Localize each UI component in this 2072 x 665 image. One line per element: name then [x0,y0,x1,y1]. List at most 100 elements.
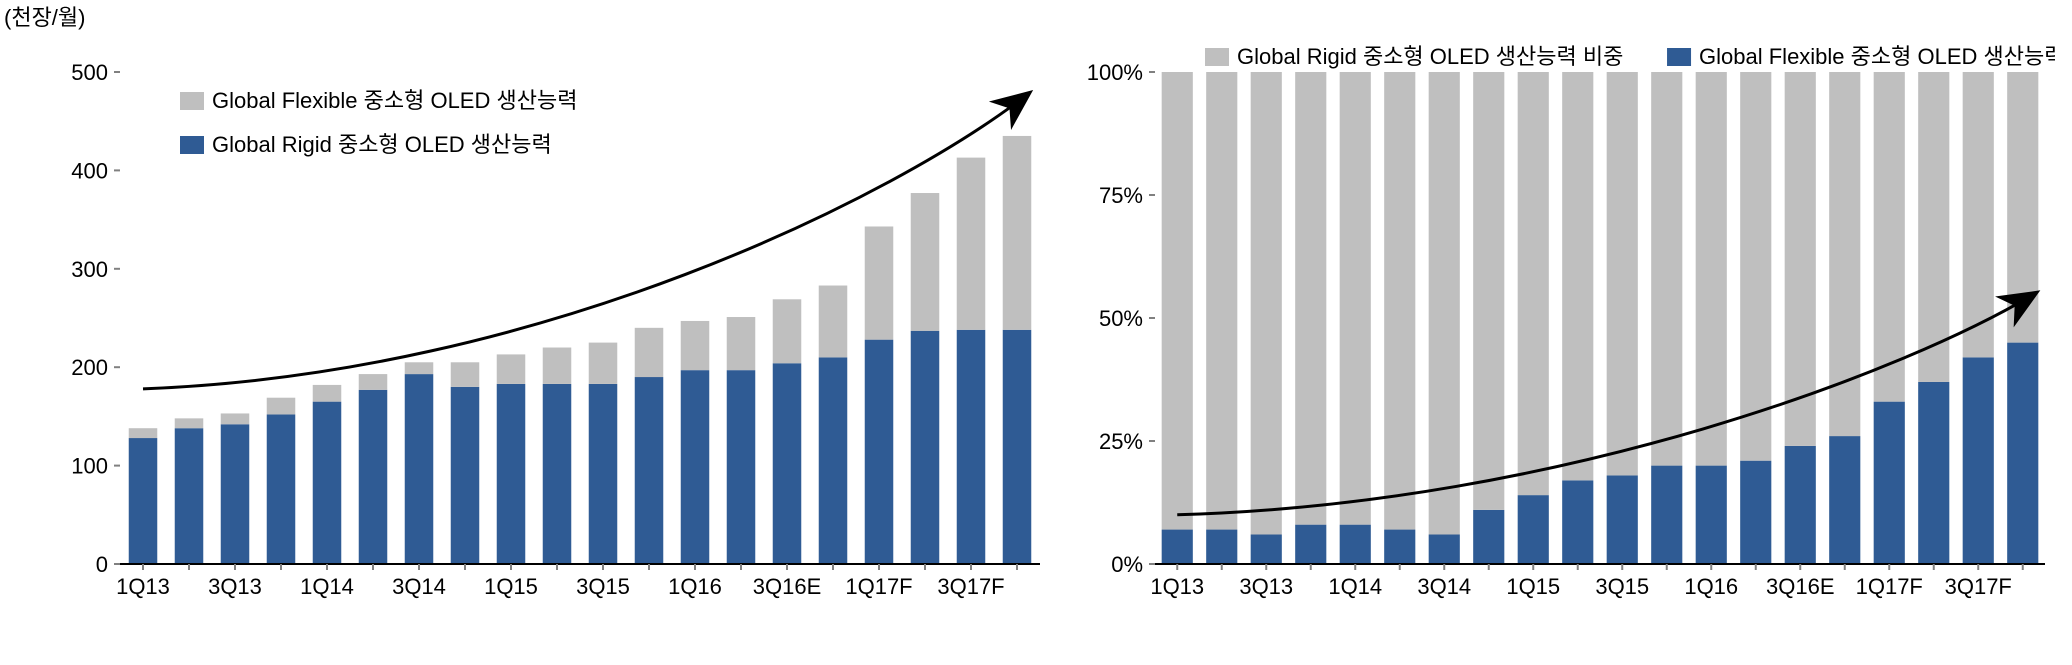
y-tick-label: 0 [96,552,108,577]
bar-segment-top [681,321,710,370]
bar-segment-bottom [1340,525,1371,564]
y-tick-label: 100 [71,454,108,479]
bar-segment-top [865,226,894,339]
legend-label: Global Rigid 중소형 OLED 생산능력 [212,132,552,157]
x-tick-label: 1Q15 [484,574,538,599]
x-tick-label: 1Q17F [1856,574,1923,599]
x-tick-label: 3Q16E [753,574,822,599]
bar-segment-top [1429,72,1460,534]
bar-segment-top [1003,136,1032,330]
bar-segment-bottom [221,424,250,564]
bar-segment-bottom [1162,530,1193,564]
bar-segment-bottom [1003,330,1032,564]
x-tick-label: 3Q17F [937,574,1004,599]
bar-segment-bottom [1384,530,1415,564]
x-tick-label: 3Q13 [1239,574,1293,599]
bar-segment-bottom [1785,446,1816,564]
bar-segment-bottom [1963,357,1994,564]
y-tick-label: 500 [71,60,108,85]
x-tick-label: 3Q13 [208,574,262,599]
bar-segment-top [1206,72,1237,530]
bar-segment-bottom [497,384,526,564]
x-tick-label: 1Q14 [300,574,354,599]
x-tick-label: 1Q16 [1684,574,1738,599]
bar-segment-top [819,286,848,358]
bar-segment-top [911,193,940,331]
x-tick-label: 3Q14 [1417,574,1471,599]
bar-segment-top [1473,72,1504,510]
bar-segment-top [1918,72,1949,382]
x-tick-label: 3Q16E [1766,574,1835,599]
bar-segment-top [1251,72,1282,534]
bar-segment-bottom [819,357,848,564]
bar-segment-top [773,299,802,363]
x-tick-label: 1Q14 [1328,574,1382,599]
y-tick-label: 50% [1099,306,1143,331]
bar-segment-top [1384,72,1415,530]
bar-segment-top [405,362,434,374]
bar-segment-bottom [589,384,618,564]
bar-segment-top [1607,72,1638,475]
bar-segment-bottom [727,370,756,564]
y-tick-label: 75% [1099,183,1143,208]
bar-segment-bottom [1874,402,1905,564]
bar-segment-bottom [1740,461,1771,564]
bar-segment-bottom [1607,475,1638,564]
bar-segment-top [635,328,664,377]
x-tick-label: 1Q15 [1506,574,1560,599]
bar-segment-top [589,343,618,384]
bar-segment-top [129,428,158,438]
bar-segment-bottom [681,370,710,564]
y-tick-label: 25% [1099,429,1143,454]
y-tick-label: 400 [71,158,108,183]
bar-segment-bottom [313,402,342,564]
bar-segment-top [359,374,388,390]
unit-label: (천장/월) [4,0,86,32]
bar-segment-top [1340,72,1371,525]
x-tick-label: 1Q17F [845,574,912,599]
bar-segment-top [451,362,480,387]
bar-segment-bottom [359,390,388,564]
bar-segment-bottom [1251,534,1282,564]
y-tick-label: 100% [1087,60,1143,85]
page-root: (천장/월) 01002003004005001Q133Q131Q143Q141… [0,0,2072,665]
bar-segment-bottom [1651,466,1682,564]
bar-segment-bottom [1206,530,1237,564]
bar-segment-bottom [543,384,572,564]
y-tick-label: 0% [1111,552,1143,577]
bar-segment-bottom [865,340,894,564]
legend-label: Global Rigid 중소형 OLED 생산능력 비중 [1237,44,1623,69]
bar-segment-bottom [635,377,664,564]
bar-segment-top [1740,72,1771,461]
legend-label: Global Flexible 중소형 OLED 생산능력 [212,88,577,113]
bar-segment-bottom [1918,382,1949,564]
bar-segment-top [1651,72,1682,466]
x-tick-label: 3Q14 [392,574,446,599]
bar-segment-top [1295,72,1326,525]
bar-segment-bottom [1696,466,1727,564]
left-chart: 01002003004005001Q133Q131Q143Q141Q153Q15… [60,30,1050,620]
bar-segment-top [497,354,526,384]
x-tick-label: 3Q15 [1595,574,1649,599]
x-tick-label: 3Q15 [576,574,630,599]
bar-segment-top [1562,72,1593,480]
bar-segment-top [1963,72,1994,357]
bar-segment-top [1162,72,1193,530]
x-tick-label: 1Q13 [116,574,170,599]
x-tick-label: 3Q17F [1945,574,2012,599]
bar-segment-top [957,158,986,330]
bar-segment-bottom [1562,480,1593,564]
right-chart: 0% 25% 50% 75% 100% 1Q13 3Q13 1Q14 3Q14 1Q15 3Q15 1… [1085,30,2055,620]
legend-label: Global Flexible 중소형 OLED 생산능력 비중 [1699,44,2055,69]
bar-segment-top [221,413,250,424]
bar-segment-top [175,418,204,428]
bar-segment-bottom [129,438,158,564]
bar-segment-top [1874,72,1905,402]
bar-segment-bottom [911,331,940,564]
bar-segment-bottom [1429,534,1460,564]
x-tick-label: 1Q13 [1150,574,1204,599]
bar-segment-top [267,398,296,415]
bar-segment-top [1518,72,1549,495]
bar-segment-top [727,317,756,370]
bar-segment-bottom [1518,495,1549,564]
